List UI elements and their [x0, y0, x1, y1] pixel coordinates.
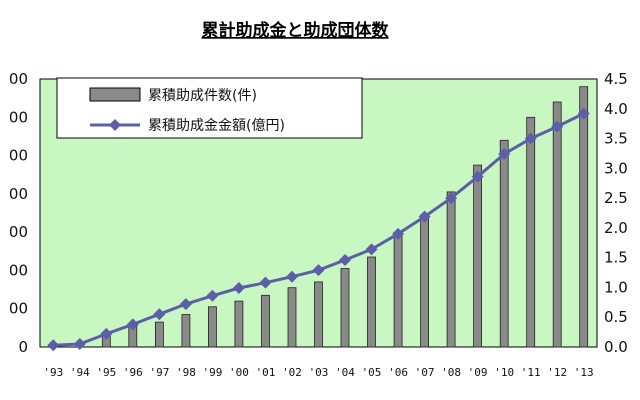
right-tick-label: 0.5	[604, 308, 628, 326]
right-tick-label: 3.5	[604, 130, 628, 148]
line-point	[179, 298, 192, 311]
x-tick-label: '03	[309, 366, 329, 379]
bar	[261, 294, 270, 348]
x-tick-label: '06	[388, 366, 408, 379]
line-point	[524, 132, 537, 145]
x-tick-label: '99	[202, 366, 222, 379]
chart-title: 累計助成金と助成団体数	[202, 20, 390, 41]
line-point	[206, 289, 219, 302]
x-tick-label: '08	[441, 366, 461, 379]
right-tick-label: 0.0	[604, 338, 628, 356]
right-tick-label: 4.0	[604, 100, 628, 118]
x-tick-label: '12	[547, 366, 567, 379]
bar	[526, 116, 536, 348]
bar	[552, 101, 562, 348]
x-tick-label: '97	[149, 366, 169, 379]
bar-series	[101, 86, 589, 348]
legend-label-bars: 累積助成件数(件)	[148, 88, 257, 104]
line-point	[498, 148, 511, 161]
left-tick-label: 00	[9, 70, 28, 88]
left-tick-label: 00	[9, 261, 28, 279]
left-tick-label: 00	[9, 108, 28, 126]
bar	[473, 164, 483, 348]
bar	[181, 314, 191, 348]
line-point	[471, 170, 484, 183]
x-tick-label: '93	[43, 366, 63, 379]
bar	[314, 281, 323, 348]
bar	[367, 256, 376, 348]
legend-label-line: 累積助成金金額(億円)	[148, 118, 285, 134]
bar	[499, 139, 509, 348]
legend-bar-swatch	[89, 87, 141, 102]
left-tick-label: 0	[18, 338, 28, 356]
right-tick-label: 1.0	[604, 278, 628, 296]
bar	[340, 268, 350, 348]
line-point	[339, 254, 352, 267]
line-point	[392, 227, 405, 240]
line-point	[445, 192, 458, 205]
x-tick-label: '94	[70, 366, 90, 379]
right-tick-label: 1.5	[604, 249, 628, 267]
x-tick-label: '05	[362, 366, 382, 379]
bar	[579, 86, 589, 348]
x-tick-label: '11	[521, 366, 541, 379]
bar	[393, 235, 403, 348]
x-tick-label: '07	[415, 366, 435, 379]
right-tick-label: 3.0	[604, 159, 628, 177]
x-tick-label: '96	[123, 366, 143, 379]
line-point	[47, 339, 60, 352]
x-tick-label: '95	[96, 366, 116, 379]
x-tick-label: '10	[494, 366, 514, 379]
line-point	[73, 338, 86, 351]
left-tick-label: 00	[9, 223, 28, 241]
x-tick-label: '09	[468, 366, 488, 379]
x-axis-ticks: '93 '94 '95 '96 '97 '98 '99 '00 '01 '02 '03 '04 '05 '…	[43, 366, 593, 379]
bar	[420, 214, 430, 348]
bar	[234, 300, 244, 348]
x-tick-label: '04	[335, 366, 355, 379]
line-point	[100, 327, 113, 340]
bar	[154, 321, 164, 348]
x-tick-label: '02	[282, 366, 302, 379]
right-axis-ticks: 0.0 0.5 1.0 1.5 2.0 2.5 3.0 3.5 4.0 4.5	[604, 70, 628, 356]
legend-line-marker	[109, 119, 121, 131]
left-tick-label: 00	[9, 300, 28, 318]
line-point	[285, 270, 298, 283]
line-point	[312, 264, 325, 277]
x-tick-label: '00	[229, 366, 249, 379]
right-tick-label: 4.5	[604, 70, 628, 88]
x-tick-label: '13	[574, 366, 594, 379]
x-tick-label: '01	[256, 366, 276, 379]
line-point	[126, 318, 139, 331]
line-point	[259, 276, 272, 289]
bar	[207, 306, 217, 348]
right-tick-label: 2.0	[604, 219, 628, 237]
line-point	[153, 308, 166, 321]
bar	[446, 191, 456, 348]
line-point	[418, 210, 431, 223]
line-point	[232, 282, 245, 295]
line-point	[365, 243, 378, 256]
line-point	[551, 120, 564, 133]
line-point	[577, 107, 590, 120]
right-tick-label: 2.5	[604, 189, 628, 207]
legend: 累積助成件数(件) 累積助成金金額(億円)	[56, 77, 363, 139]
left-tick-label: 00	[9, 147, 28, 165]
line-series	[47, 107, 590, 352]
bar	[287, 287, 297, 348]
left-tick-label: 00	[9, 185, 28, 203]
x-tick-label: '98	[176, 366, 196, 379]
